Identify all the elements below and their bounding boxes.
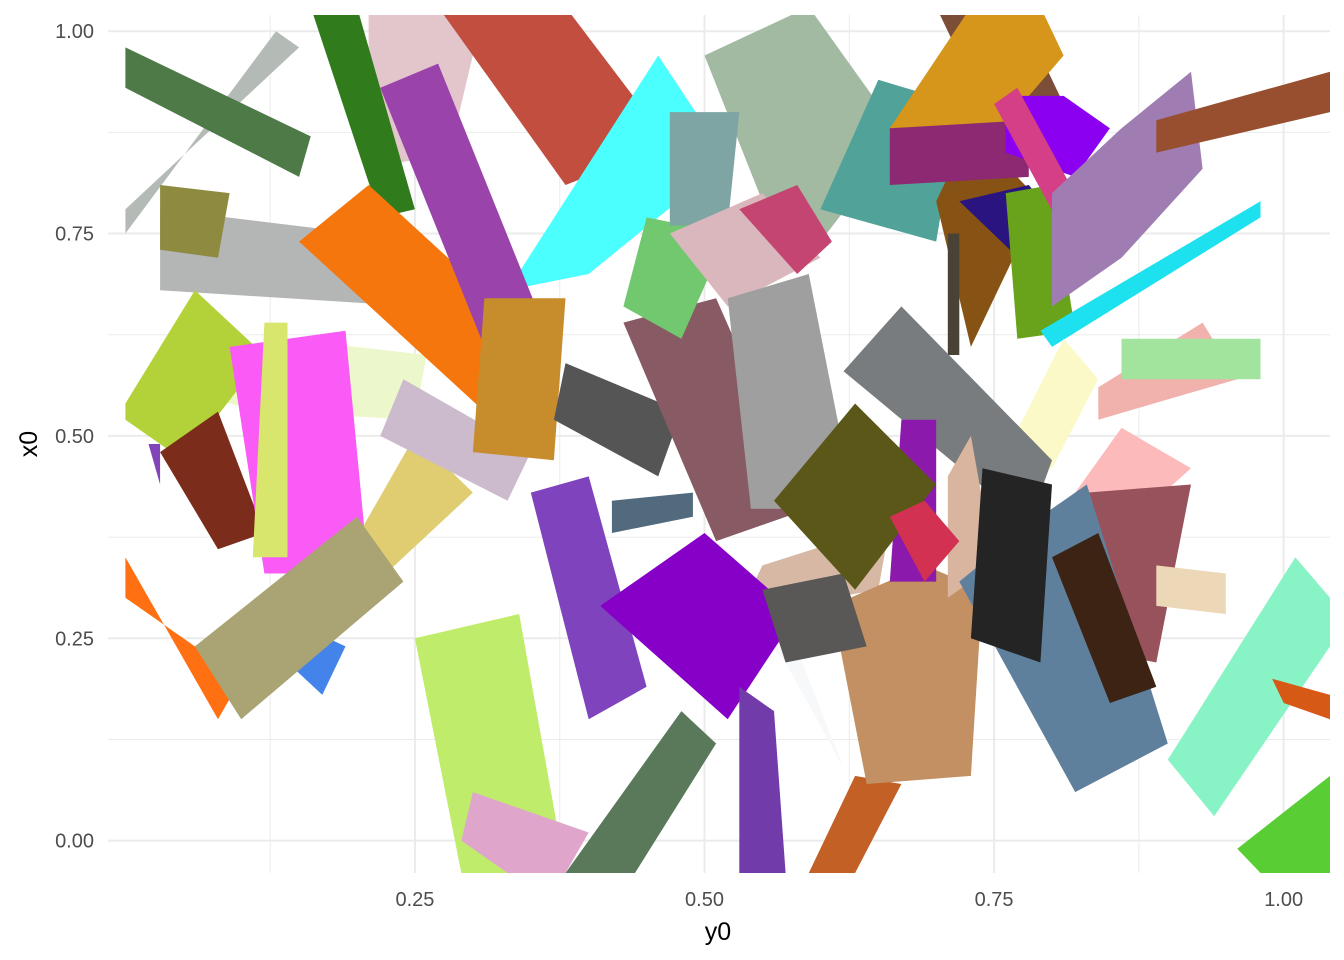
polygon-16 <box>252 322 288 558</box>
x-tick-label: 1.00 <box>1264 889 1303 911</box>
polygon-68 <box>970 468 1052 663</box>
polygon-54 <box>1040 201 1261 347</box>
polygon-7 <box>313 15 415 218</box>
polygon-29 <box>553 363 682 477</box>
polygon-19 <box>380 63 543 347</box>
polygon-66 <box>1156 565 1226 614</box>
polygon-33 <box>600 533 798 720</box>
polygon-6 <box>125 47 311 177</box>
y-tick-label: 0.25 <box>55 628 94 650</box>
x-axis-title: y0 <box>705 918 731 946</box>
y-axis-ticks: 0.00 0.25 0.50 0.75 1.00 <box>55 21 94 852</box>
polygon-35 <box>808 775 902 873</box>
polygon-42 <box>739 185 832 274</box>
polygon-71 <box>1272 678 1330 720</box>
polygon-34 <box>739 686 786 873</box>
polygon-70 <box>1167 557 1330 817</box>
polygon-58 <box>947 233 960 355</box>
x-tick-label: 0.50 <box>685 889 724 911</box>
polygon-53 <box>1156 71 1330 153</box>
y-tick-label: 0.50 <box>55 426 94 448</box>
polygon-13 <box>160 411 265 550</box>
polygon-5 <box>125 31 300 234</box>
y-tick-label: 0.75 <box>55 224 94 246</box>
x-tick-label: 0.25 <box>395 889 434 911</box>
polygon-46 <box>936 128 1041 347</box>
x-axis-ticks: 0.25 0.50 0.75 1.00 <box>395 889 1303 911</box>
polygon-59 <box>843 306 1052 525</box>
polygon-28 <box>530 476 647 720</box>
polygon-30 <box>611 492 693 533</box>
polygon-63 <box>889 500 960 582</box>
polygon-20 <box>380 379 531 501</box>
polygon-56 <box>1121 338 1261 380</box>
polygon-21 <box>472 298 566 461</box>
polygon-40 <box>669 112 740 226</box>
polygon-47 <box>889 120 1029 185</box>
polygon-72 <box>1237 775 1330 873</box>
y-tick-label: 1.00 <box>55 21 94 43</box>
polygon-25 <box>414 614 566 873</box>
polygon-36 <box>831 565 983 784</box>
y-tick-label: 0.00 <box>55 831 94 853</box>
polygon-27 <box>565 711 717 873</box>
polygon-61 <box>774 403 937 590</box>
y-axis-title: x0 <box>15 431 43 457</box>
polygon-26 <box>461 792 589 873</box>
polygon-22 <box>125 557 242 720</box>
polygon-24 <box>194 516 404 720</box>
polygon-12 <box>125 290 265 461</box>
polygon-9 <box>160 185 230 258</box>
polygon-69 <box>1052 533 1157 703</box>
polygon-layer <box>125 15 1330 873</box>
x-tick-label: 0.75 <box>975 889 1014 911</box>
polygon-14 <box>148 444 161 485</box>
polygon-37 <box>762 573 867 663</box>
